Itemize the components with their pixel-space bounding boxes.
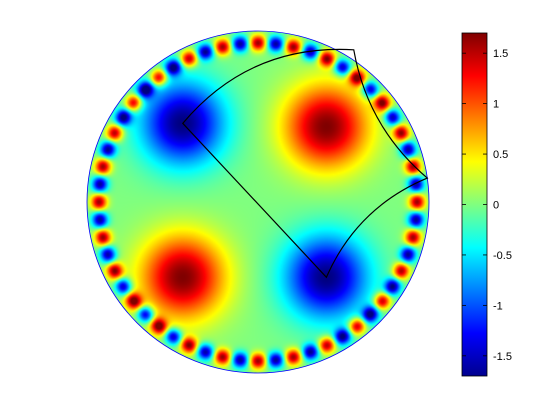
colorbar: 1.5 1 0.5 0 -0.5 -1 -1.5	[461, 32, 512, 377]
colorbar-ticks: 1.5 1 0.5 0 -0.5 -1 -1.5	[462, 48, 512, 363]
disk-outline	[86, 30, 430, 374]
colorbar-tick-label: 1.5	[493, 48, 508, 60]
colorbar-tick-label: 0.5	[493, 149, 508, 161]
colorbar-tick-label: -0.5	[493, 250, 512, 262]
colorbar-tick-label: -1.5	[493, 351, 512, 363]
heatmap-plot	[86, 30, 430, 374]
colorbar-tick-label: 1	[493, 99, 499, 111]
overlay-curve	[181, 48, 429, 279]
colorbar-tick-label: 0	[493, 200, 499, 212]
colorbar-tick-label: -1	[493, 300, 503, 312]
heatmap-image	[87, 31, 429, 373]
